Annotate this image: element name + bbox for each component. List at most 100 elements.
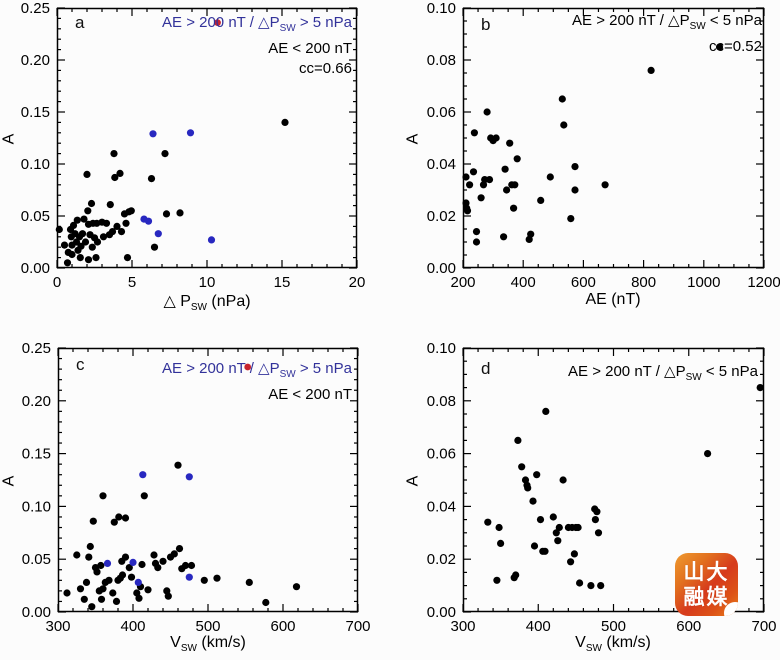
scatter-point — [591, 516, 600, 524]
scatter-point — [144, 217, 153, 225]
scatter-point — [159, 557, 167, 565]
scatter-point — [81, 238, 90, 246]
legend-line-black: AE < 200 nT — [268, 386, 352, 403]
scatter-point — [559, 476, 567, 484]
scatter-point — [483, 108, 491, 116]
scatter-point — [570, 550, 579, 558]
scatter-point — [83, 170, 91, 178]
scatter-point — [214, 19, 221, 26]
scatter-point — [108, 228, 117, 236]
scatter-point — [73, 551, 81, 559]
y-tick-label: 0.04 — [427, 498, 456, 515]
scatter-point — [470, 129, 478, 137]
scatter-point — [122, 219, 130, 227]
logo-text-top: 山大 — [683, 560, 730, 584]
scatter-point — [560, 121, 568, 129]
scatter-point — [472, 238, 481, 246]
scatter-point — [135, 594, 143, 602]
scatter-point — [207, 236, 216, 244]
legend-line-black: AE < 200 nT — [268, 40, 352, 57]
scatter-point — [123, 254, 132, 262]
scatter-point — [121, 553, 130, 561]
scatter-point — [594, 529, 603, 537]
scatter-point — [484, 518, 492, 526]
scatter-point — [463, 207, 472, 215]
y-tick-label: 0.00 — [21, 260, 50, 277]
scatter-point — [80, 595, 88, 603]
x-tick-label: 10 — [199, 274, 216, 291]
x-tick-label: 400 — [511, 274, 536, 291]
y-tick-label: 0.25 — [21, 0, 50, 17]
scatter-point — [244, 363, 252, 371]
scatter-point — [87, 199, 96, 208]
scatter-point — [587, 582, 595, 590]
scatter-point — [127, 207, 135, 215]
scatter-point — [529, 497, 537, 505]
correlation-coefficient: cc=0.66 — [299, 60, 352, 77]
scatter-point — [92, 254, 100, 262]
scatter-point — [593, 508, 601, 516]
y-tick-label: 0.10 — [427, 0, 456, 17]
scatter-point — [139, 471, 147, 479]
scatter-point — [554, 537, 562, 545]
panel-c-xaxis-title: VSW (km/s) — [170, 634, 246, 654]
panel-b-letter: b — [481, 15, 491, 34]
scatter-point — [493, 576, 501, 584]
x-tick-label: 400 — [526, 618, 551, 635]
scatter-point — [150, 551, 158, 559]
scatter-point — [281, 118, 289, 126]
scatter-point — [113, 222, 121, 230]
scatter-point — [186, 129, 195, 137]
scatter-point — [76, 254, 84, 262]
scatter-point — [546, 173, 554, 181]
scatter-point — [154, 564, 162, 572]
x-tick-label: 600 — [270, 618, 295, 635]
x-tick-label: 5 — [128, 274, 136, 291]
scatter-point — [518, 463, 526, 471]
y-tick-label: 0.08 — [427, 52, 456, 69]
scatter-point — [84, 207, 92, 215]
scatter-point — [72, 238, 81, 246]
scatter-point — [558, 95, 566, 103]
panel-c: 300 400 500 600 700 0.00 0.05 0.10 0.15 0.20 0.25 — [22, 340, 371, 635]
x-tick-label: 15 — [274, 274, 291, 291]
scatter-point — [162, 210, 171, 218]
scatter-point — [497, 539, 505, 548]
scatter-point — [60, 241, 69, 249]
scatter-point — [555, 523, 563, 532]
y-tick-label: 0.05 — [22, 551, 51, 568]
scatter-point — [500, 233, 508, 241]
scatter-point — [93, 568, 101, 576]
scatter-point — [262, 598, 270, 607]
scatter-point — [69, 221, 78, 229]
legend-line-black: AE > 200 nT / △PSW < 5 nPa — [572, 12, 762, 32]
scatter-point — [63, 259, 72, 267]
x-tick-label: 300 — [45, 618, 70, 635]
scatter-point — [530, 542, 539, 550]
scatter-point — [99, 585, 107, 593]
scatter-point — [77, 242, 85, 250]
x-tick-label: 0 — [53, 274, 61, 291]
scatter-point — [103, 559, 112, 568]
scatter-point — [175, 545, 184, 553]
scatter-point — [187, 561, 196, 570]
panel-d-legend: AE > 200 nT / △PSW < 5 nPa — [568, 362, 758, 388]
scatter-point — [93, 238, 102, 246]
scatter-point — [485, 176, 494, 184]
y-tick-label: 0.10 — [21, 156, 50, 173]
scatter-point — [513, 155, 521, 163]
panel-b-xaxis-title: AE (nT) — [585, 291, 641, 308]
x-tick-label: 1000 — [687, 274, 720, 291]
logo-page-curl-icon — [724, 602, 738, 616]
scatter-point — [524, 484, 532, 492]
scatter-point — [138, 560, 146, 569]
y-tick-label: 0.10 — [427, 340, 456, 357]
scatter-point — [552, 529, 560, 537]
panel-d-letter: d — [481, 359, 491, 378]
y-tick-label: 0.05 — [21, 208, 50, 225]
scatter-point — [116, 169, 124, 177]
scatter-point — [154, 230, 162, 238]
scatter-point — [292, 583, 301, 591]
y-tick-label: 0.20 — [22, 393, 51, 410]
scatter-point — [492, 134, 500, 142]
